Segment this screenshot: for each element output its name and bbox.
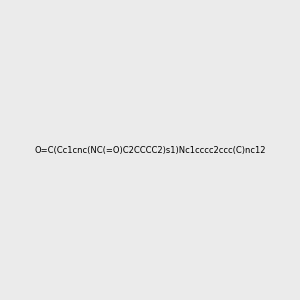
Text: O=C(Cc1cnc(NC(=O)C2CCCC2)s1)Nc1cccc2ccc(C)nc12: O=C(Cc1cnc(NC(=O)C2CCCC2)s1)Nc1cccc2ccc(… <box>34 146 266 154</box>
